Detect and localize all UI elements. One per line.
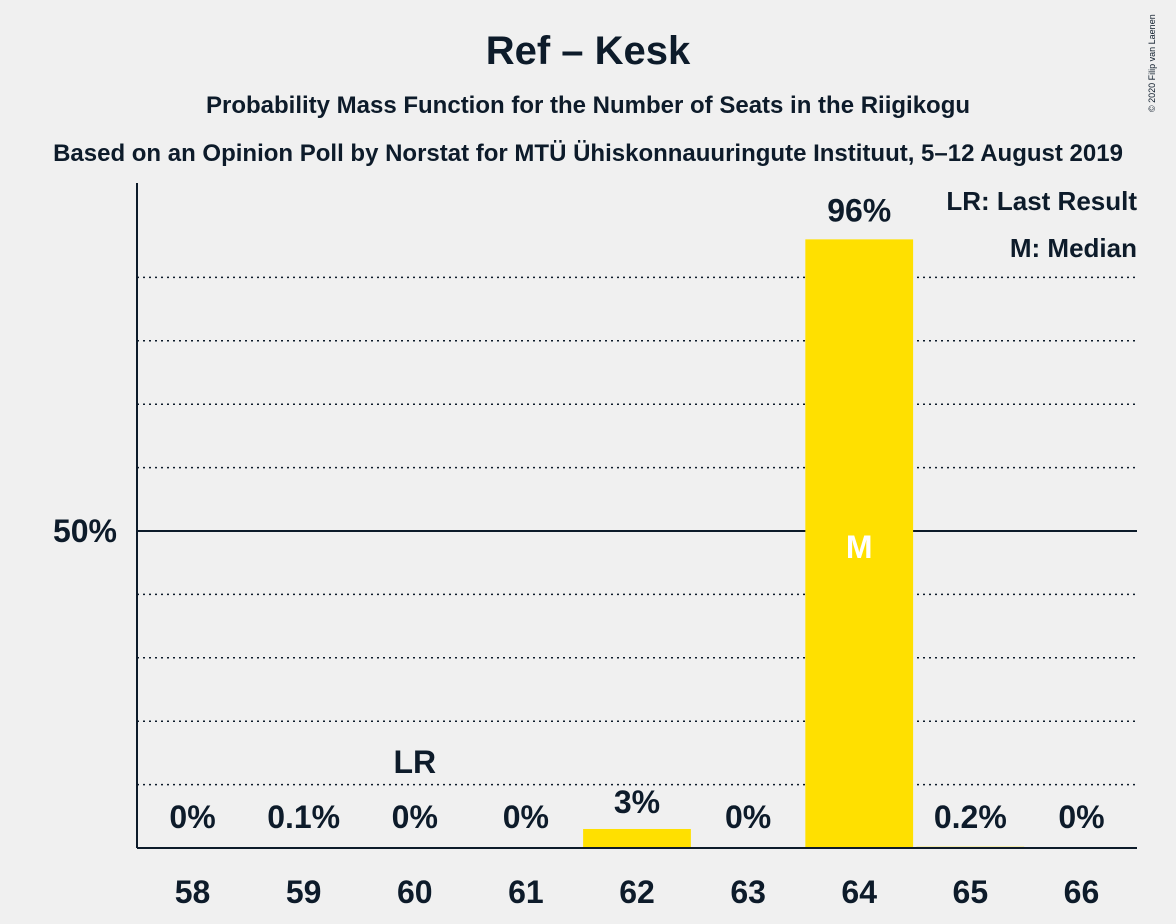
legend-median: M: Median — [1010, 233, 1137, 263]
x-tick-label: 61 — [508, 874, 544, 910]
x-tick-label: 64 — [841, 874, 877, 910]
bar — [805, 239, 914, 849]
data-label: 0% — [503, 799, 549, 835]
x-tick-label: 60 — [397, 874, 433, 910]
x-tick-label: 58 — [175, 874, 211, 910]
data-label: 0% — [1058, 799, 1104, 835]
bar — [583, 828, 691, 848]
data-label: 96% — [827, 192, 891, 228]
last-result-marker: LR — [393, 744, 436, 780]
median-marker: M — [846, 529, 873, 565]
chart-title: Ref – Kesk — [486, 29, 691, 73]
legend-last-result: LR: Last Result — [946, 186, 1137, 216]
labels-group: 0% 58 0.1% 59 0% 60 LR 0% 61 3% 62 0% 63 96% 64 M 0.2% 65… — [169, 192, 1104, 910]
bars-group — [249, 239, 1025, 849]
y-tick-label: 50% — [53, 513, 117, 549]
chart-source: Based on an Opinion Poll by Norstat for … — [53, 140, 1123, 167]
gridlines: 50% — [53, 276, 1137, 786]
x-tick-label: 65 — [953, 874, 989, 910]
copyright-note: © 2020 Filip van Laenen — [1147, 14, 1157, 112]
x-tick-label: 66 — [1064, 874, 1100, 910]
data-label: 3% — [614, 784, 660, 820]
x-tick-label: 63 — [730, 874, 766, 910]
x-tick-label: 59 — [286, 874, 322, 910]
data-label: 0% — [725, 799, 771, 835]
data-label: 0% — [169, 799, 215, 835]
data-label: 0.1% — [267, 799, 340, 835]
data-label: 0.2% — [934, 799, 1007, 835]
x-tick-label: 62 — [619, 874, 655, 910]
chart-subtitle: Probability Mass Function for the Number… — [206, 92, 970, 119]
data-label: 0% — [392, 799, 438, 835]
